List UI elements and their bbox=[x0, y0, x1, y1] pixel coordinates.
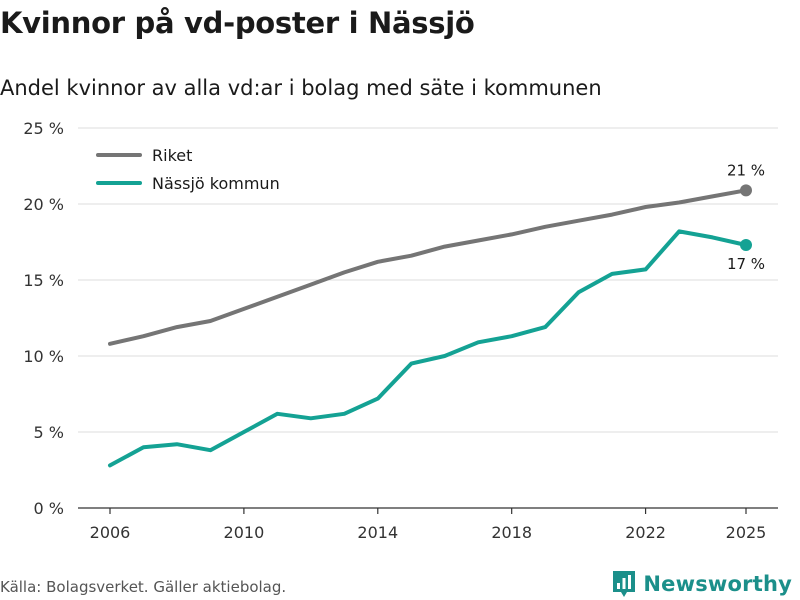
end-label-riket: 21 % bbox=[727, 161, 765, 179]
end-label-kommun: 17 % bbox=[727, 255, 765, 273]
brand-logo[interactable]: Newsworthy bbox=[611, 569, 792, 599]
y-tick-label: 0 % bbox=[34, 499, 64, 518]
series: 21 % 17 % bbox=[108, 161, 765, 468]
legend: Riket Nässjö kommun bbox=[96, 146, 280, 193]
chart-subtitle: Andel kvinnor av alla vd:ar i bolag med … bbox=[0, 76, 602, 100]
x-tick-label: 2006 bbox=[90, 523, 131, 542]
newsworthy-logo-icon bbox=[613, 571, 636, 597]
y-tick-label: 20 % bbox=[23, 195, 64, 214]
series-line-kommun bbox=[108, 229, 748, 468]
x-tick-label: 2010 bbox=[224, 523, 265, 542]
end-point-riket bbox=[740, 184, 752, 197]
x-tick-label: 2018 bbox=[491, 523, 532, 542]
x-tick-label: 2025 bbox=[726, 523, 767, 542]
series-line-riket bbox=[108, 188, 748, 346]
end-point-kommun bbox=[740, 239, 752, 252]
axes: 0 % 5 % 10 % 15 % 20 % 25 % 2006 2010 2014 2018 20… bbox=[23, 119, 778, 542]
legend-label-riket: Riket bbox=[152, 146, 192, 165]
x-tick-label: 2014 bbox=[357, 523, 398, 542]
y-tick-label: 25 % bbox=[23, 119, 64, 138]
y-tick-label: 10 % bbox=[23, 347, 64, 366]
y-tick-label: 5 % bbox=[34, 423, 64, 442]
legend-label-kommun: Nässjö kommun bbox=[152, 174, 280, 193]
source-note: Källa: Bolagsverket. Gäller aktiebolag. bbox=[0, 578, 287, 596]
chart-title: Kvinnor på vd-poster i Nässjö bbox=[0, 6, 475, 40]
y-tick-label: 15 % bbox=[23, 271, 64, 290]
brand-name: Newsworthy bbox=[643, 572, 792, 596]
x-tick-label: 2022 bbox=[625, 523, 666, 542]
